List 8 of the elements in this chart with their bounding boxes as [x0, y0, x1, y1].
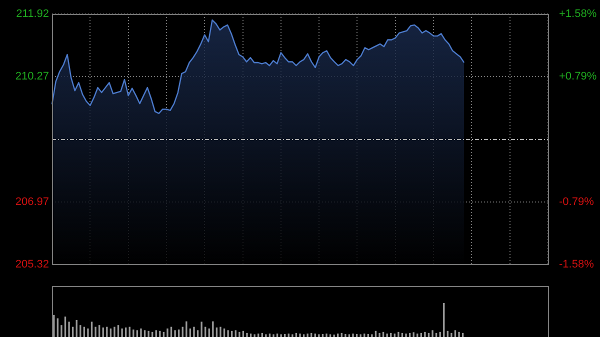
y-tick-label: 210.27 [15, 70, 49, 83]
y2-tick-label: -0.79% [559, 196, 594, 208]
y2-tick-label: -1.58% [559, 258, 594, 270]
y2-tick-label: +1.58% [559, 8, 597, 20]
y-tick-label: 211.92 [16, 8, 49, 20]
y-tick-label: 205.32 [15, 258, 49, 270]
y-tick-label: 206.97 [15, 196, 49, 208]
y2-tick-label: +0.79% [559, 70, 597, 83]
